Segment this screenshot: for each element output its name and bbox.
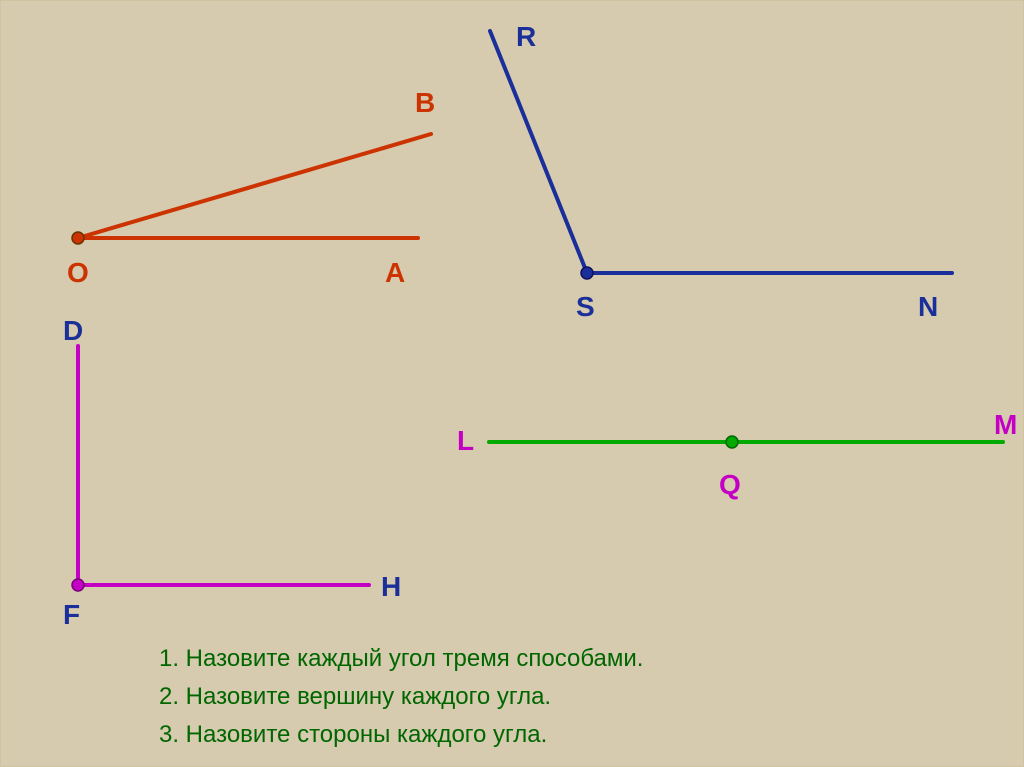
ray-O-1 (78, 134, 431, 238)
ray-S-1 (490, 31, 587, 273)
point-label-O: O (67, 257, 89, 289)
question-1: 1. Назовите каждый угол тремя способами. (159, 645, 643, 673)
question-3: 3. Назовите стороны каждого угла. (159, 721, 547, 749)
point-label-Q: Q (719, 469, 741, 501)
point-label-H: H (381, 571, 401, 603)
point-label-L: L (457, 425, 474, 457)
point-label-A: A (385, 257, 405, 289)
point-label-F: F (63, 599, 80, 631)
vertex-O (72, 232, 84, 244)
diagram-canvas: O A B S N R F H D Q L M 1. Назовите каждый угол трем… (0, 0, 1024, 767)
point-label-N: N (918, 291, 938, 323)
vertex-Q (726, 436, 738, 448)
point-label-R: R (516, 21, 536, 53)
question-2: 2. Назовите вершину каждого угла. (159, 683, 551, 711)
point-label-B: B (415, 87, 435, 119)
vertex-S (581, 267, 593, 279)
point-label-S: S (576, 291, 595, 323)
vertex-F (72, 579, 84, 591)
point-label-D: D (63, 315, 83, 347)
point-label-M: M (994, 409, 1017, 441)
